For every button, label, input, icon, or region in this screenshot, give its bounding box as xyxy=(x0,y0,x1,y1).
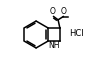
Text: HCl: HCl xyxy=(69,29,84,38)
Text: O: O xyxy=(50,7,56,16)
Text: NH: NH xyxy=(48,41,60,50)
Text: O: O xyxy=(60,7,66,16)
